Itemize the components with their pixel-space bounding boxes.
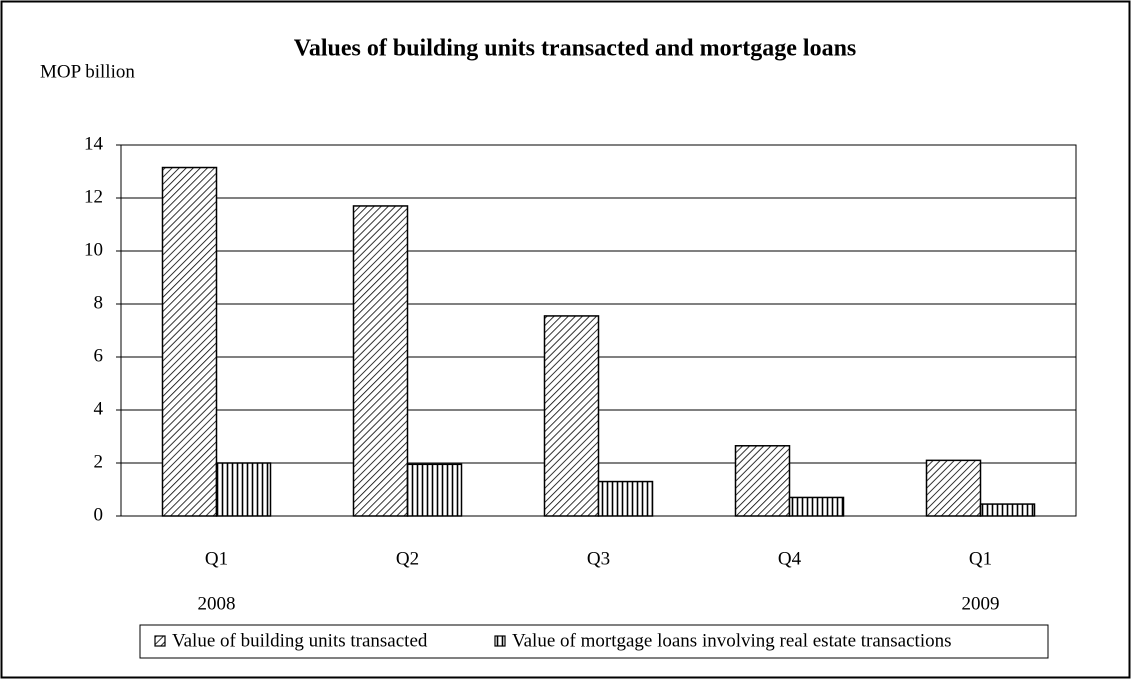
bar (161, 166, 218, 517)
y-tick-label: 2 (94, 451, 104, 472)
legend-label: Value of mortgage loans involving real e… (512, 630, 952, 651)
bar (597, 480, 654, 517)
x-tick-label: Q3 (587, 548, 610, 569)
y-tick-label: 14 (84, 133, 104, 154)
bar (406, 463, 463, 517)
chart-title: Values of building units transacted and … (294, 36, 857, 62)
y-tick-label: 6 (94, 345, 104, 366)
bar (734, 445, 791, 517)
x-tick-label: Q1 (205, 548, 228, 569)
bar (925, 459, 982, 517)
x-tick-label: Q2 (396, 548, 419, 569)
year-label: 2008 (198, 593, 236, 614)
y-tick-label: 8 (94, 292, 104, 313)
y-tick-label: 4 (94, 398, 104, 419)
y-tick-label: 12 (84, 186, 103, 207)
legend-marker (154, 635, 166, 647)
y-tick-label: 10 (84, 239, 103, 260)
bar (215, 462, 272, 517)
y-axis-label: MOP billion (40, 61, 135, 82)
bar (352, 205, 409, 517)
x-tick-label: Q1 (969, 548, 992, 569)
legend-label: Value of building units transacted (172, 630, 428, 651)
legend-box (139, 624, 1049, 659)
year-label: 2009 (962, 593, 1000, 614)
legend-marker (494, 635, 506, 647)
x-tick-label: Q4 (778, 548, 802, 569)
y-tick-label: 0 (94, 504, 104, 525)
bar (979, 503, 1036, 517)
bar (788, 496, 845, 517)
bar (543, 315, 600, 517)
